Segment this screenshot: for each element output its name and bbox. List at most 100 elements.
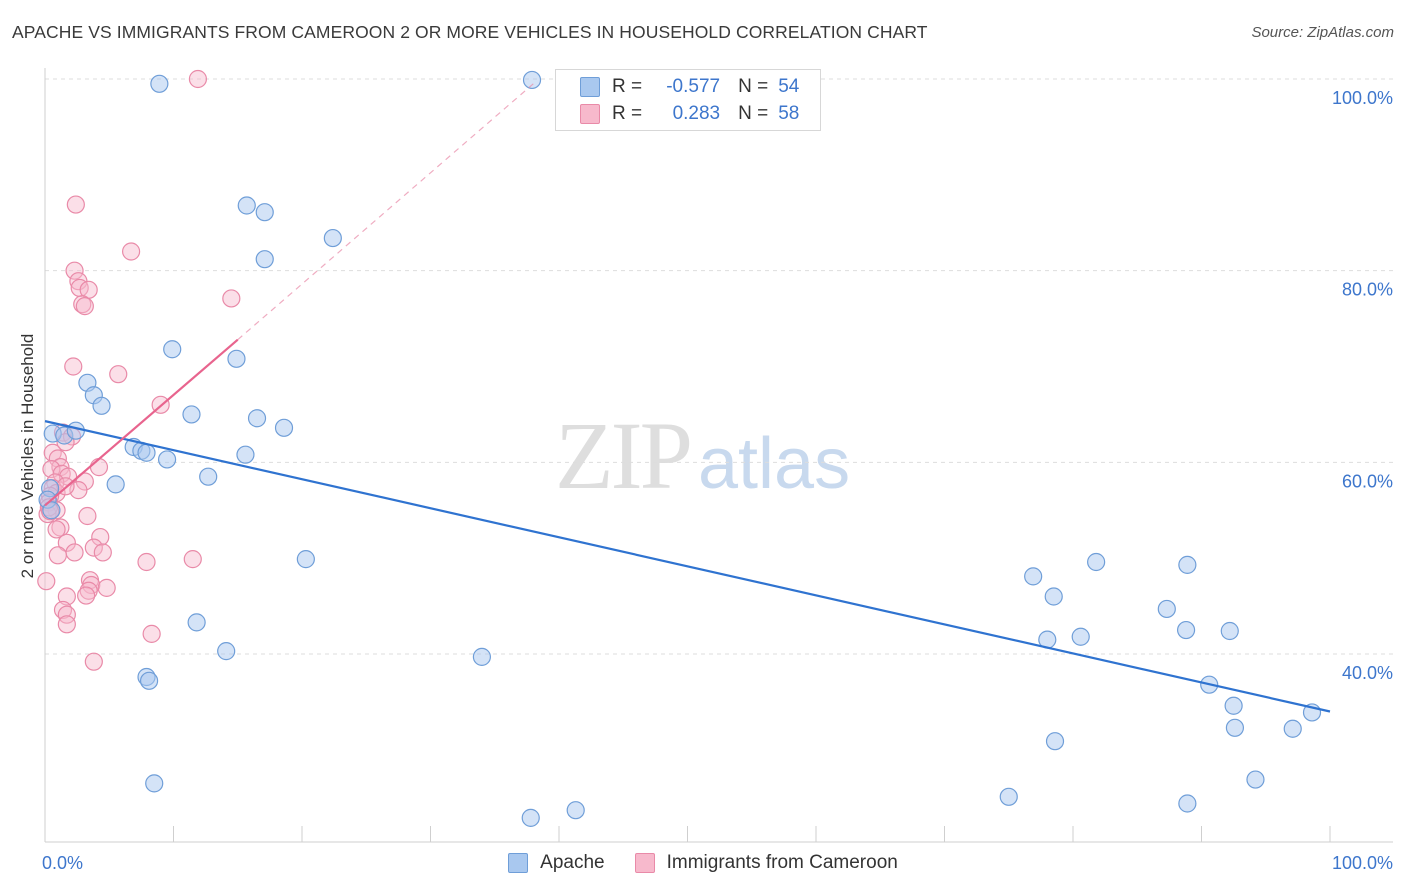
legend-r-label: R = <box>612 103 643 124</box>
apache-point <box>1225 718 1245 737</box>
apache-point <box>1044 587 1063 606</box>
apache-point <box>566 801 585 820</box>
cameroon-point <box>57 615 76 634</box>
apache-point <box>522 70 542 90</box>
legend-row-cameroon: R = 0.283 N = 58 <box>580 101 799 127</box>
legend-row-apache: R = -0.577 N = 54 <box>580 74 799 100</box>
legend-n-value: 54 <box>778 76 800 97</box>
apache-point <box>472 647 491 666</box>
cameroon-point <box>84 652 103 671</box>
legend-swatch-apache <box>580 77 600 97</box>
cameroon-point <box>121 242 141 261</box>
cameroon-point <box>79 581 98 600</box>
legend-n-label: N = <box>738 76 769 97</box>
apache-point <box>150 74 169 93</box>
apache-trend-line <box>44 420 1331 713</box>
apache-point <box>66 421 85 440</box>
apache-point <box>139 671 159 690</box>
legend-n-label: N = <box>738 103 769 124</box>
cameroon-point <box>93 543 112 562</box>
legend-swatch-cameroon <box>580 104 600 124</box>
apache-point <box>199 467 218 486</box>
cameroon-point <box>48 546 67 565</box>
legend-n-value: 58 <box>778 103 800 124</box>
cameroon-point <box>97 578 116 597</box>
apache-point <box>1220 621 1239 641</box>
cameroon-point <box>109 365 128 384</box>
bottom-legend-swatch-cameroon <box>634 853 655 873</box>
apache-point <box>157 450 177 469</box>
trend-layer <box>44 83 1331 713</box>
apache-point <box>42 501 61 520</box>
cameroon-point <box>78 506 97 526</box>
apache-point <box>227 349 246 368</box>
cameroon-point <box>75 297 94 316</box>
cameroon-point <box>65 261 84 280</box>
cameroon-point <box>188 69 208 89</box>
apache-point <box>255 203 274 222</box>
legend-box: R = -0.577 N = 54 R = 0.283 N = 58 <box>555 69 821 131</box>
legend-r-value: -0.577 <box>666 76 721 97</box>
apache-point <box>217 642 236 661</box>
y-tick-label: 40.0% <box>1342 663 1393 683</box>
chart-source: Source: ZipAtlas.com <box>1251 24 1394 41</box>
apache-point <box>1176 620 1196 640</box>
points-layer <box>37 69 1322 827</box>
y-tick-label: 60.0% <box>1342 471 1393 491</box>
chart-title: APACHE VS IMMIGRANTS FROM CAMEROON 2 OR … <box>12 22 928 42</box>
bottom-legend-cameroon: Immigrants from Cameroon <box>634 852 898 874</box>
apache-point <box>137 443 156 462</box>
legend-r-label: R = <box>612 76 643 97</box>
apache-point <box>323 228 342 248</box>
cameroon-point <box>91 527 110 547</box>
cameroon-trend-line <box>44 338 239 507</box>
apache-point <box>247 409 267 428</box>
apache-point <box>255 250 274 269</box>
apache-point <box>236 445 255 464</box>
cameroon-point <box>84 538 103 557</box>
cameroon-point <box>66 195 85 214</box>
x-tick-label: 100.0% <box>1332 853 1393 873</box>
cameroon-point <box>142 624 161 643</box>
apache-point <box>92 396 111 415</box>
cameroon-point <box>57 533 76 552</box>
bottom-legend-swatch-apache <box>508 853 529 873</box>
apache-point <box>1071 627 1090 646</box>
cameroon-point <box>183 550 202 569</box>
apache-point <box>1246 770 1265 789</box>
tick-label-layer: 40.0% 60.0% 80.0% 100.0% 0.0% 100.0% <box>42 88 1393 873</box>
cameroon-point <box>222 289 241 308</box>
cameroon-point <box>43 443 62 462</box>
y-tick-label: 80.0% <box>1342 280 1393 300</box>
apache-point <box>182 405 201 424</box>
y-tick-label: 100.0% <box>1332 88 1393 108</box>
cameroon-point <box>47 520 66 539</box>
apache-point <box>1157 599 1176 619</box>
bottom-legend: Apache Immigrants from Cameroon <box>0 852 1406 874</box>
bottom-legend-label-cameroon: Immigrants from Cameroon <box>666 852 898 873</box>
cameroon-point <box>73 295 92 314</box>
apache-point <box>187 613 206 632</box>
apache-point <box>106 475 125 494</box>
x-tick-label: 0.0% <box>42 853 83 873</box>
apache-point <box>274 418 294 437</box>
cameroon-point <box>57 605 76 624</box>
apache-point <box>237 196 256 215</box>
bottom-legend-label-apache: Apache <box>540 852 605 873</box>
cameroon-point <box>65 543 84 562</box>
apache-point <box>1024 567 1043 586</box>
cameroon-trend-extension <box>237 83 534 341</box>
cameroon-point <box>64 357 83 376</box>
apache-point <box>1224 696 1243 715</box>
cameroon-point <box>137 552 156 572</box>
cameroon-point <box>89 458 109 477</box>
apache-point <box>1178 555 1197 574</box>
apache-point <box>999 787 1018 806</box>
apache-point <box>521 808 540 827</box>
apache-point <box>145 774 164 793</box>
apache-point <box>1178 794 1197 813</box>
cameroon-point <box>57 587 76 606</box>
apache-point <box>1087 552 1106 572</box>
cameroon-point <box>42 459 61 479</box>
